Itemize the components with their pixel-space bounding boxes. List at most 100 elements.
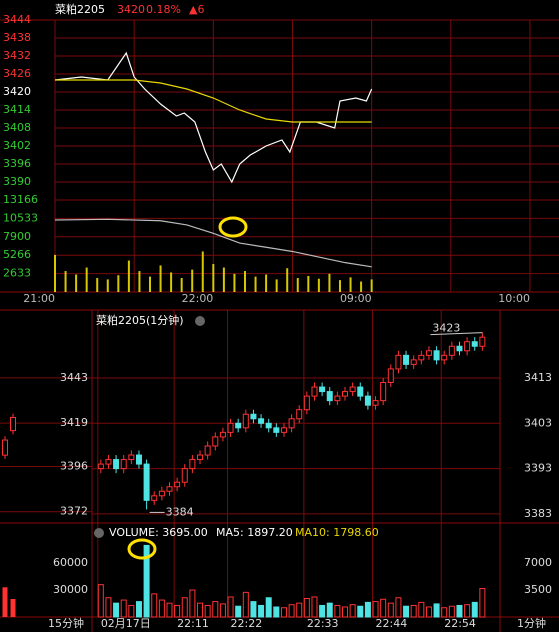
y-tick-label: 3500 xyxy=(524,583,552,596)
volume-bar xyxy=(170,272,173,292)
volume-bar xyxy=(370,279,373,292)
volume-bar xyxy=(410,604,417,618)
volume-bar xyxy=(148,276,151,292)
y-tick-label: 5266 xyxy=(3,248,31,261)
y-tick-label: 3393 xyxy=(524,462,552,475)
candle-body xyxy=(113,459,120,470)
candle-body xyxy=(433,350,440,361)
volume-bar xyxy=(296,278,299,292)
volume-bar xyxy=(286,268,289,292)
y-tick-label: 3438 xyxy=(3,31,31,44)
volume-bar xyxy=(197,602,204,618)
volume-bar xyxy=(250,601,257,618)
price: 3420 xyxy=(117,3,145,16)
volume-bar xyxy=(258,604,265,618)
volume-bar xyxy=(275,279,278,292)
candle-body xyxy=(280,427,287,433)
volume-bar xyxy=(425,606,432,618)
volume-bar xyxy=(448,605,455,618)
y-tick-label: 10533 xyxy=(3,211,38,224)
volume-bar xyxy=(418,601,425,618)
volume-bar xyxy=(479,588,486,618)
volume-bar xyxy=(191,269,194,292)
highlight-circle xyxy=(218,216,248,238)
volume-bar xyxy=(243,271,246,292)
candle-body xyxy=(2,439,8,456)
dropdown-icon[interactable] xyxy=(94,528,104,538)
volume-bar xyxy=(338,280,341,292)
candle-body xyxy=(403,354,410,365)
y-tick-label: 3383 xyxy=(524,507,552,520)
candle-body xyxy=(326,391,333,402)
volume-bar xyxy=(334,604,341,618)
volume-bar xyxy=(189,589,196,618)
x-tick-label: 22:11 xyxy=(177,617,209,630)
x-tick-label: 22:00 xyxy=(182,292,214,305)
candle-body xyxy=(395,354,402,370)
candle-body xyxy=(441,354,448,361)
candle-body xyxy=(357,386,364,397)
candle-body xyxy=(349,386,356,393)
candle-body xyxy=(189,459,196,470)
volume-bar xyxy=(326,602,333,618)
price-line xyxy=(55,79,372,123)
volume-bar xyxy=(204,604,211,618)
y-tick-label: 3443 xyxy=(60,371,88,384)
candle-body xyxy=(265,422,272,429)
y-tick-label: 3408 xyxy=(3,121,31,134)
volume-bar xyxy=(151,593,158,618)
high-annotation: 3423 xyxy=(432,322,460,335)
volume-line xyxy=(54,218,372,268)
y-tick-label: 3432 xyxy=(3,49,31,62)
candle-body xyxy=(448,345,455,356)
volume-bar xyxy=(349,604,356,618)
candle-body xyxy=(479,336,486,347)
change-pct: 0.18% xyxy=(146,3,181,16)
dropdown-icon[interactable] xyxy=(195,316,205,326)
y-tick-label: 3419 xyxy=(60,416,88,429)
y-tick-label: 3426 xyxy=(3,67,31,80)
candle-body xyxy=(456,345,463,352)
volume-bar xyxy=(242,591,249,618)
volume-bar xyxy=(120,599,127,618)
candle-body xyxy=(143,463,150,501)
volume-bar xyxy=(180,278,183,292)
volume-bar xyxy=(360,281,363,292)
candle-body xyxy=(387,368,394,384)
x-tick-label: 22:54 xyxy=(444,617,476,630)
x-tick-label: 09:00 xyxy=(340,292,372,305)
volume-bar xyxy=(364,601,371,618)
y-tick-label: 13166 xyxy=(3,193,38,206)
volume-bar xyxy=(143,544,150,618)
volume-bar xyxy=(456,604,463,618)
candle-body xyxy=(410,359,417,365)
volume-bar xyxy=(296,602,303,618)
volume-bar xyxy=(2,587,8,617)
x-tick-label: 21:00 xyxy=(23,292,55,305)
volume-bar xyxy=(127,260,130,292)
candle-body xyxy=(10,416,16,432)
y-tick-label: 7000 xyxy=(524,556,552,569)
volume-bar xyxy=(233,273,236,292)
change: ▲6 xyxy=(189,3,204,16)
candle-body xyxy=(242,413,249,429)
candle-body xyxy=(303,395,310,411)
volume-bar xyxy=(254,276,257,292)
volume-bar xyxy=(166,602,173,618)
y-tick-label: 3396 xyxy=(3,157,31,170)
volume-legend: MA5: 1897.20 xyxy=(216,526,293,539)
volume-bar xyxy=(317,278,320,292)
y-tick-label: 60000 xyxy=(53,556,88,569)
candle-body xyxy=(425,350,432,356)
volume-bar xyxy=(105,597,112,618)
volume-bar xyxy=(135,601,142,618)
candle-body xyxy=(204,445,211,456)
candle-body xyxy=(319,386,326,393)
volume-bar xyxy=(158,599,165,618)
candle-body xyxy=(418,354,425,361)
volume-bar xyxy=(174,604,181,618)
candle-body xyxy=(380,382,387,402)
volume-bar xyxy=(433,603,440,618)
volume-bar xyxy=(212,264,215,292)
